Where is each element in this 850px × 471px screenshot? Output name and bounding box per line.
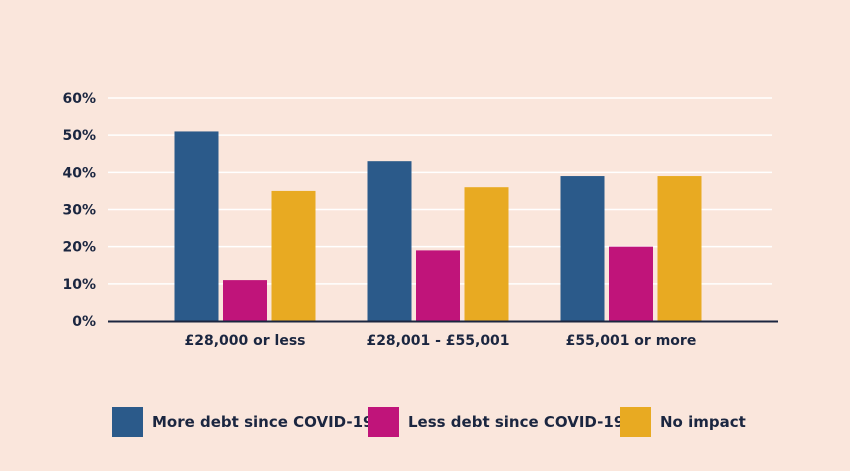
x-category-label: £55,001 or more bbox=[566, 333, 697, 349]
bar bbox=[174, 131, 219, 321]
x-category-label: £28,000 or less bbox=[185, 333, 306, 349]
legend-item: Less debt since COVID-19 bbox=[368, 407, 624, 437]
bar bbox=[560, 176, 605, 321]
y-tick-label: 0% bbox=[72, 314, 96, 330]
bar bbox=[609, 246, 653, 321]
y-tick-label: 50% bbox=[62, 128, 96, 144]
bar bbox=[416, 250, 460, 321]
x-axis-category-labels: £28,000 or less £28,001 - £55,001 £55,001 … bbox=[185, 333, 697, 349]
legend: More debt since COVID-19 Less debt since … bbox=[112, 407, 746, 437]
y-tick-label: 30% bbox=[62, 203, 96, 219]
legend-label: No impact bbox=[660, 413, 746, 431]
y-axis-ticks: 0% 10% 20% 30% 40% 50% 60% bbox=[62, 91, 96, 330]
bar bbox=[223, 280, 267, 321]
bar bbox=[367, 161, 412, 321]
y-tick-label: 40% bbox=[62, 165, 96, 181]
legend-swatch bbox=[620, 407, 651, 437]
legend-item: No impact bbox=[620, 407, 746, 437]
legend-swatch bbox=[368, 407, 399, 437]
legend-label: Less debt since COVID-19 bbox=[408, 413, 624, 431]
bar bbox=[464, 187, 509, 321]
y-tick-label: 60% bbox=[62, 91, 96, 107]
legend-item: More debt since COVID-19 bbox=[112, 407, 373, 437]
x-category-label: £28,001 - £55,001 bbox=[366, 333, 509, 349]
y-tick-label: 10% bbox=[62, 277, 96, 293]
y-tick-label: 20% bbox=[62, 240, 96, 256]
legend-label: More debt since COVID-19 bbox=[152, 413, 373, 431]
bars bbox=[174, 131, 702, 321]
legend-swatch bbox=[112, 407, 143, 437]
bar bbox=[657, 176, 702, 321]
bar bbox=[271, 190, 316, 321]
